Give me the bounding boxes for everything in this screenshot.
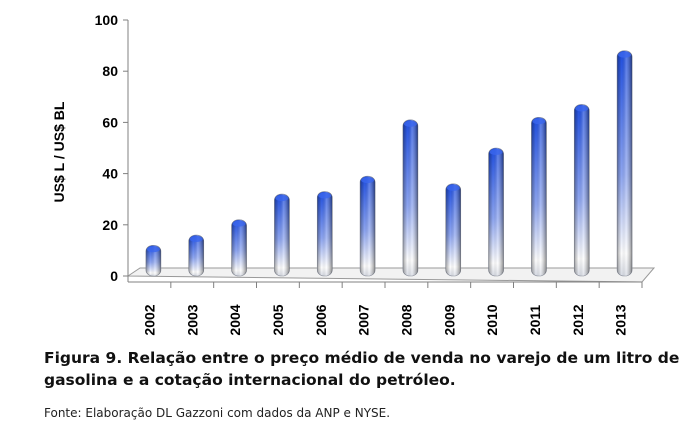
bar-cap: [575, 105, 589, 112]
y-tick-label: 60: [102, 114, 118, 130]
figure-caption: Figura 9. Relação entre o preço médio de…: [44, 349, 680, 389]
bar-cap: [189, 236, 203, 243]
bar: [616, 50, 633, 277]
bar-cap: [618, 51, 632, 58]
figure-source: Fonte: Elaboração DL Gazzoni com dados d…: [44, 406, 391, 420]
x-tick-label: 2011: [527, 305, 543, 336]
bar-shading: [360, 176, 376, 276]
bar-cap: [232, 220, 246, 227]
x-tick-label: 2007: [356, 304, 372, 335]
y-tick-label: 0: [110, 268, 118, 284]
bar-shading: [231, 219, 247, 276]
bar: [359, 175, 376, 277]
x-tick-labels: 2002 2003 2004 2005 2006 2007 2008 2009 2010 2011…: [141, 282, 643, 336]
chart-axes: [127, 20, 642, 283]
x-tick-label: 2004: [227, 304, 243, 335]
bar-cap: [275, 195, 289, 202]
bar-shading: [188, 235, 204, 276]
bar: [402, 119, 419, 277]
y-tick-label: 20: [102, 217, 118, 233]
bar: [274, 193, 290, 277]
chart-floor: [126, 267, 656, 283]
x-tick-label: 2012: [570, 304, 586, 335]
bar-shading: [531, 117, 547, 276]
bar: [145, 244, 162, 277]
x-tick-label: 2009: [441, 304, 457, 335]
bar-cap: [318, 192, 332, 199]
bars: [145, 50, 633, 277]
bar: [531, 116, 547, 277]
bar-cap: [361, 177, 375, 184]
bar-shading: [317, 191, 333, 276]
bar-cap: [403, 120, 417, 127]
y-axis-label: US$ L / US$ BL: [51, 101, 67, 202]
bar-shading: [145, 245, 161, 276]
x-tick-label: 2003: [184, 304, 200, 335]
bar-shading: [488, 148, 504, 276]
bar-cap: [446, 184, 460, 191]
y-tick-label: 40: [102, 166, 118, 182]
bar: [573, 104, 590, 277]
bar-shading: [402, 119, 418, 276]
x-tick-label: 2013: [613, 304, 629, 335]
x-tick-label: 2008: [398, 304, 414, 335]
y-tick-labels: 0 20 40 60 80 100: [95, 12, 128, 284]
x-tick-label: 2010: [484, 304, 500, 335]
x-tick-label: 2006: [313, 304, 329, 335]
bar-shading: [274, 194, 290, 276]
y-tick-label: 100: [95, 12, 119, 28]
bar: [445, 183, 462, 277]
bar: [231, 219, 247, 277]
x-tick-label: 2005: [270, 304, 286, 335]
bar-shading: [617, 50, 633, 276]
bar: [188, 234, 205, 277]
bar-shading: [574, 104, 590, 276]
bar-cap: [532, 118, 546, 125]
bar-cap: [146, 246, 160, 253]
bar-shading: [445, 183, 461, 276]
floor-plane: [126, 267, 656, 283]
bar: [488, 147, 504, 277]
bar-cap: [489, 149, 503, 155]
y-tick-label: 80: [102, 63, 118, 79]
bar: [316, 191, 333, 277]
x-tick-label: 2002: [141, 304, 157, 335]
